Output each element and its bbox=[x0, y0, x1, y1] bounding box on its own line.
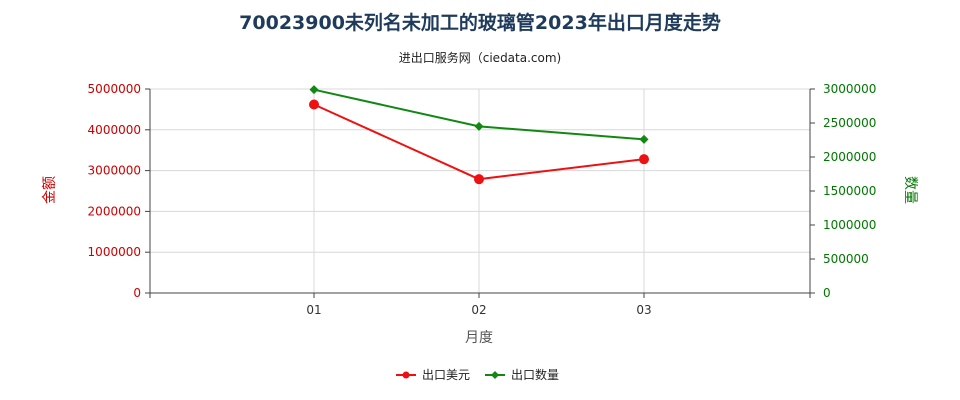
y-left-tick-label: 3000000 bbox=[88, 164, 141, 178]
y-right-tick-label: 1500000 bbox=[823, 184, 876, 198]
legend: 出口美元 出口数量 bbox=[396, 367, 559, 382]
y-right-tick-label: 3000000 bbox=[823, 82, 876, 96]
chart-subtitle: 进出口服务网（ciedata.com) bbox=[399, 50, 561, 65]
y-left-tick-label: 0 bbox=[133, 286, 141, 300]
legend-label-export-quantity: 出口数量 bbox=[511, 367, 559, 382]
data-point-export-quantity[interactable] bbox=[309, 85, 319, 95]
y-axis-right-label: 数量 bbox=[902, 176, 918, 204]
tick-labels: 0 1000000 2000000 3000000 4000000 5000000 0 500… bbox=[88, 82, 877, 317]
y-left-tick-label: 1000000 bbox=[88, 245, 141, 259]
y-right-tick-label: 2000000 bbox=[823, 150, 876, 164]
y-axis-left-label: 金额 bbox=[42, 176, 58, 204]
legend-item-export-usd[interactable]: 出口美元 bbox=[396, 368, 470, 382]
data-point-export-usd[interactable] bbox=[309, 99, 319, 110]
y-left-tick-label: 4000000 bbox=[88, 123, 141, 137]
data-point-export-usd[interactable] bbox=[474, 174, 484, 185]
y-right-tick-label: 1000000 bbox=[823, 218, 876, 232]
y-left-tick-label: 2000000 bbox=[88, 204, 141, 218]
legend-item-export-quantity[interactable]: 出口数量 bbox=[485, 367, 559, 382]
series-layer bbox=[309, 85, 649, 185]
data-point-export-usd[interactable] bbox=[639, 154, 649, 165]
x-axis-label: 月度 bbox=[465, 330, 493, 346]
x-tick-label: 03 bbox=[636, 303, 651, 317]
legend-marker-export-quantity bbox=[491, 371, 499, 379]
y-right-tick-label: 2500000 bbox=[823, 116, 876, 130]
data-point-export-quantity[interactable] bbox=[639, 134, 649, 144]
y-right-tick-label: 500000 bbox=[823, 252, 869, 266]
data-point-export-quantity[interactable] bbox=[474, 121, 484, 131]
y-left-tick-label: 5000000 bbox=[88, 82, 141, 96]
legend-label-export-usd: 出口美元 bbox=[422, 368, 470, 382]
x-tick-label: 02 bbox=[471, 303, 486, 317]
axes bbox=[149, 89, 811, 294]
x-tick-label: 01 bbox=[306, 303, 321, 317]
y-right-tick-label: 0 bbox=[823, 286, 831, 300]
legend-marker-export-usd bbox=[402, 371, 410, 379]
grid-lines bbox=[150, 88, 810, 294]
chart-title: 70023900未列名未加工的玻璃管2023年出口月度走势 bbox=[239, 11, 721, 34]
